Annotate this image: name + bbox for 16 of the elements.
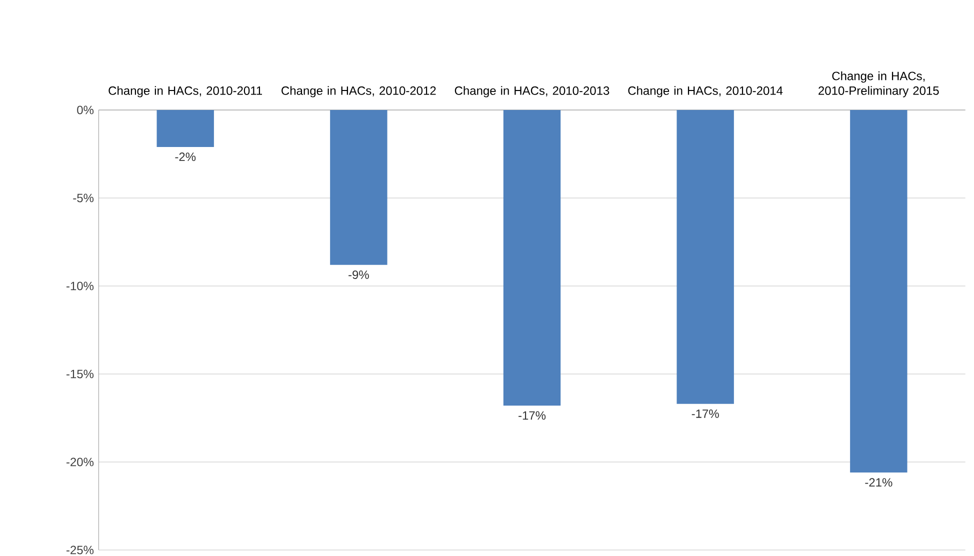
x-tick-label: Change in HACs, 2010-2013 [454,86,610,98]
x-tick-label: Change in HACs, 2010-2011 [108,86,262,98]
data-label: -17% [518,411,546,420]
y-tick-label: -10% [66,282,94,290]
y-tick-label: -25% [66,546,94,554]
x-tick-label: Change in HACs, 2010-Preliminary 2015 [818,71,939,98]
x-tick-label: Change in HACs, 2010-2014 [628,86,783,98]
x-tick-label: Change in HACs, 2010-2012 [282,86,436,98]
y-tick-label: -15% [66,370,94,378]
data-label: -2% [175,152,196,161]
data-label: -9% [348,270,369,279]
y-tick-label: -20% [66,458,94,466]
y-tick-label: 0% [77,106,94,114]
data-label: -21% [865,478,892,487]
y-tick-label: -5% [73,194,94,202]
data-label: -17% [692,410,719,418]
